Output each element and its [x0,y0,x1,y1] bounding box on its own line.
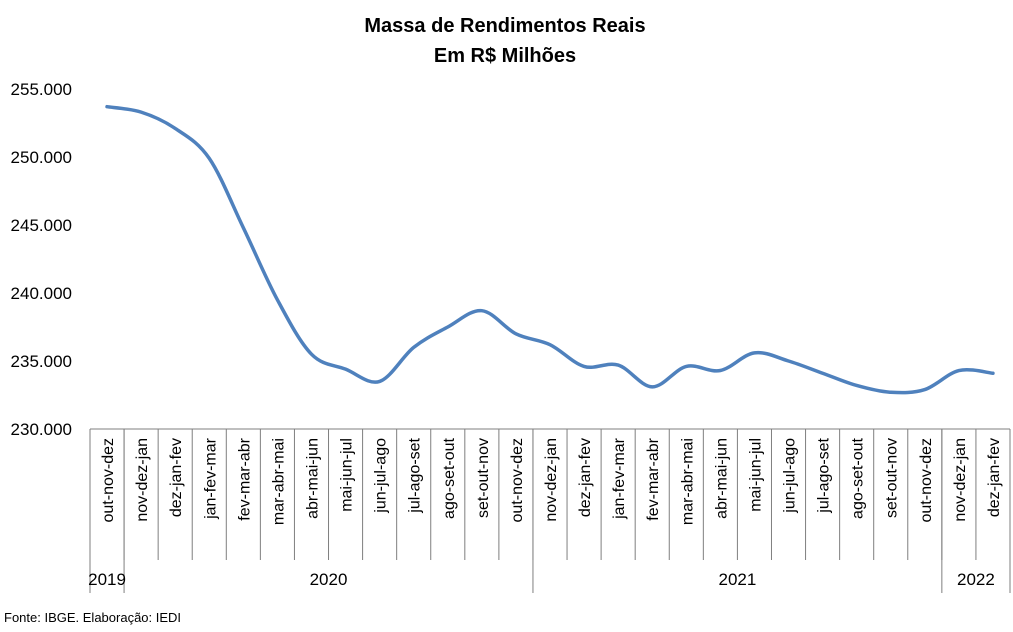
x-tick-label: nov-dez-jan [134,438,151,522]
x-tick-label: fev-mar-abr [236,437,253,520]
series-line [105,104,995,395]
year-label: 2021 [718,570,756,589]
x-tick-label: out-nov-dez [509,438,526,523]
year-label: 2019 [88,570,126,589]
series-layer [105,104,995,395]
chart-subtitle: Em R$ Milhões [434,45,576,67]
x-tick-label: dez-jan-fev [986,438,1003,517]
x-tick-label: set-out-nov [475,438,492,518]
axes: 230.000 235.000 240.000 245.000 250.000 255.0… [11,80,1011,593]
y-tick-label: 235.000 [11,352,72,371]
x-tick-label: ago-set-out [441,437,458,518]
x-tick-label: abr-mai-jun [713,438,730,519]
y-tick-label: 240.000 [11,284,72,303]
x-tick-label: jul-ago-set [407,437,424,513]
x-tick-label: fev-mar-abr [645,437,662,520]
y-tick-label: 245.000 [11,216,72,235]
x-tick-label: out-nov-dez [100,438,117,523]
x-tick-label: mar-abr-mai [270,438,287,525]
y-tick-label: 255.000 [11,80,72,99]
x-tick-label: mar-abr-mai [679,438,696,525]
x-tick-label: nov-dez-jan [543,438,560,522]
y-tick-label: 230.000 [11,420,72,439]
x-tick-label: mai-jun-jul [339,438,356,512]
x-tick-label: set-out-nov [884,438,901,518]
y-tick-label: 250.000 [11,148,72,167]
x-tick-label: jan-fev-mar [202,437,219,520]
chart-title: Massa de Rendimentos Reais [364,15,645,37]
year-label: 2022 [957,570,995,589]
x-tick-label: dez-jan-fev [577,438,594,517]
x-tick-label: jan-fev-mar [611,437,628,520]
source-note: Fonte: IBGE. Elaboração: IEDI [4,610,182,625]
x-tick-label: abr-mai-jun [304,438,321,519]
x-tick-label: jul-ago-set [816,437,833,513]
x-tick-label: out-nov-dez [918,438,935,523]
x-tick-label: jun-jul-ago [373,438,390,514]
x-tick-label: ago-set-out [850,437,867,518]
year-label: 2020 [310,570,348,589]
x-tick-label: nov-dez-jan [952,438,969,522]
x-tick-label: dez-jan-fev [168,438,185,517]
x-tick-label: jun-jul-ago [782,438,799,514]
x-tick-label: mai-jun-jul [747,438,764,512]
